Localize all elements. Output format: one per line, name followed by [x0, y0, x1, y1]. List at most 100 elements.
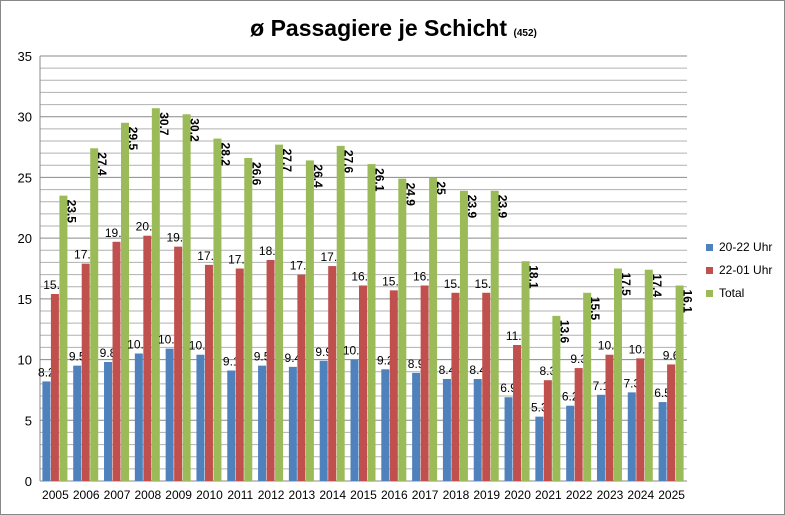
data-label: 9.4	[285, 351, 302, 365]
data-label: 29.5	[126, 127, 140, 151]
bar-20-22-uhr	[504, 397, 513, 481]
data-label: 17.5	[619, 273, 633, 297]
x-tick-label: 2016	[381, 488, 408, 502]
data-label: 27.7	[280, 149, 294, 173]
bar-total	[336, 145, 345, 481]
data-label: 6.5	[654, 386, 671, 400]
bar-22-01-uhr	[574, 368, 583, 481]
data-label: 9.5	[254, 350, 271, 364]
bar-total	[613, 268, 622, 481]
data-label: 28.2	[218, 143, 232, 167]
bar-22-01-uhr	[482, 292, 491, 481]
bar-22-01-uhr	[235, 268, 244, 481]
bar-total	[367, 164, 376, 482]
x-tick-label: 2025	[658, 488, 685, 502]
data-label: 8.3	[540, 364, 557, 378]
bar-20-22-uhr	[104, 362, 113, 481]
data-label: 9.2	[377, 353, 394, 367]
data-label: 23.9	[465, 195, 479, 219]
bar-20-22-uhr	[165, 348, 174, 481]
y-tick-label: 35	[18, 49, 32, 64]
y-tick-label: 25	[18, 170, 32, 185]
x-tick-label: 2023	[597, 488, 624, 502]
x-tick-label: 2019	[473, 488, 500, 502]
x-tick-label: 2008	[134, 488, 161, 502]
x-tick-label: 2014	[319, 488, 346, 502]
data-label: 9.1	[223, 355, 240, 369]
bar-total	[644, 269, 653, 481]
subtitle-text: (452)	[513, 28, 537, 39]
data-label: 8.4	[469, 363, 486, 377]
data-label: 16.1	[681, 290, 695, 314]
bar-22-01-uhr	[266, 260, 275, 481]
data-label: 8.4	[439, 363, 456, 377]
x-tick-label: 2024	[627, 488, 654, 502]
data-label: 23.5	[64, 200, 78, 224]
bar-total	[244, 158, 253, 481]
bar-20-22-uhr	[196, 354, 205, 481]
x-tick-label: 2015	[350, 488, 377, 502]
x-tick-label: 2009	[165, 488, 192, 502]
bar-20-22-uhr	[412, 372, 421, 481]
data-label: 8.2	[38, 365, 55, 379]
data-label: 27.6	[342, 150, 356, 174]
data-label: 26.6	[249, 162, 263, 186]
data-label: 23.9	[496, 195, 510, 219]
data-label: 30.2	[188, 118, 202, 142]
y-tick-label: 15	[18, 292, 32, 307]
bar-22-01-uhr	[420, 285, 429, 481]
bar-total	[490, 190, 499, 482]
legend-swatch	[706, 267, 713, 274]
bar-20-22-uhr	[258, 365, 267, 481]
data-label: 9.6	[663, 348, 680, 362]
bar-20-22-uhr	[134, 353, 143, 481]
bar-20-22-uhr	[350, 359, 359, 481]
data-label: 9.3	[570, 352, 587, 366]
y-tick-label: 20	[18, 231, 32, 246]
bar-20-22-uhr	[381, 369, 390, 481]
x-tick-label: 2018	[443, 488, 470, 502]
bar-20-22-uhr	[658, 402, 667, 481]
bar-22-01-uhr	[636, 358, 645, 481]
data-label: 7.1	[593, 379, 610, 393]
bar-20-22-uhr	[42, 381, 51, 481]
data-label: 30.7	[157, 112, 171, 136]
x-tick-label: 2020	[504, 488, 531, 502]
data-label: 17.4	[650, 274, 664, 298]
bar-total	[583, 292, 592, 481]
bar-20-22-uhr	[566, 405, 575, 481]
x-tick-label: 2010	[196, 488, 223, 502]
x-tick-label: 2005	[42, 488, 69, 502]
bar-22-01-uhr	[451, 292, 460, 481]
data-label: 13.6	[557, 320, 571, 344]
bar-total	[213, 138, 222, 482]
bar-20-22-uhr	[627, 392, 636, 481]
bar-22-01-uhr	[389, 290, 398, 481]
y-tick-label: 0	[25, 474, 32, 489]
bar-total	[90, 148, 99, 482]
y-tick-label: 30	[18, 110, 32, 125]
data-label: 9.8	[100, 346, 117, 360]
bar-22-01-uhr	[359, 285, 367, 481]
bar-20-22-uhr	[473, 379, 482, 481]
data-label: 6.9	[500, 381, 517, 395]
bar-22-01-uhr	[50, 294, 59, 481]
legend-swatch	[706, 244, 713, 251]
data-label: 5.3	[531, 401, 548, 415]
data-label: 15.5	[588, 297, 602, 321]
legend-label: Total	[719, 286, 744, 300]
data-label: 9.5	[69, 350, 86, 364]
legend-swatch	[706, 290, 713, 297]
data-label: 6.2	[562, 390, 579, 404]
bar-20-22-uhr	[73, 365, 82, 481]
bar-22-01-uhr	[513, 345, 522, 481]
bar-total	[305, 160, 314, 481]
bar-total	[459, 190, 468, 482]
bar-22-01-uhr	[174, 246, 183, 481]
data-label: 25	[434, 181, 448, 195]
bar-total	[151, 108, 160, 481]
bar-20-22-uhr	[227, 370, 236, 481]
bar-20-22-uhr	[319, 360, 328, 481]
data-label: 7.3	[623, 376, 640, 390]
